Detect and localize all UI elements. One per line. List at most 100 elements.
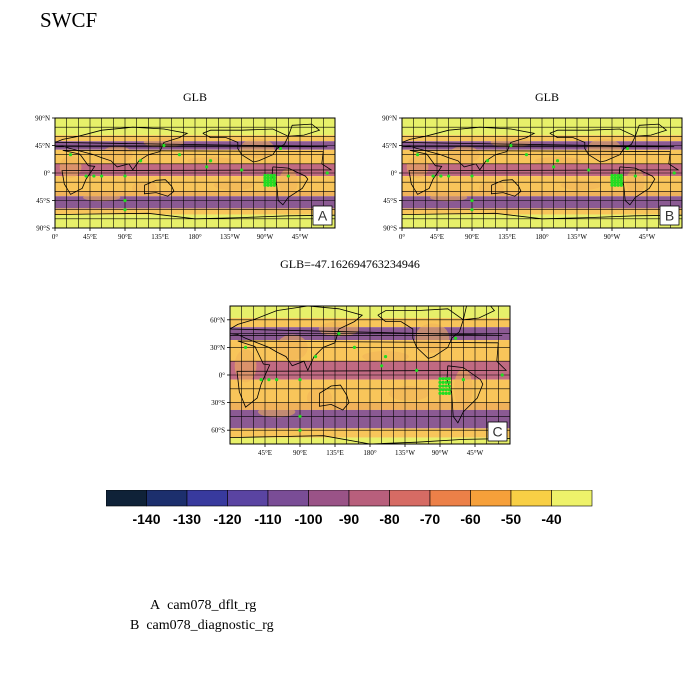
significance-dot [272, 181, 276, 185]
significance-dot [619, 181, 623, 185]
colorbar-swatch [267, 490, 309, 507]
significance-dot [123, 198, 127, 203]
significance-dot [587, 168, 591, 172]
panel-a-map: 90°N45°N0°45°S90°S0° 45°E 90°E 135°E 180° 135… [35, 115, 336, 241]
significance-dot [613, 181, 617, 185]
significance-dot [610, 178, 614, 182]
significance-dot [438, 377, 442, 381]
lat-tick-label: 45°N [382, 142, 397, 150]
significance-dot [610, 176, 614, 180]
lon-tick-label: 90°W [257, 233, 274, 241]
significance-dot [633, 174, 637, 178]
field-patch [234, 349, 257, 383]
lat-tick-label: 90°N [382, 115, 397, 123]
significance-dot [269, 183, 273, 187]
field-patch [240, 138, 275, 159]
significance-dot [272, 178, 276, 182]
lon-tick-label: 90°E [465, 233, 479, 241]
coastline [61, 150, 333, 195]
lat-tick-label: 0° [219, 372, 226, 380]
significance-dot [68, 153, 73, 157]
significance-dot [552, 165, 556, 169]
colorbar-label: -90 [339, 511, 359, 527]
colorbar-label: -70 [420, 511, 440, 527]
significance-dot [439, 174, 443, 178]
significance-dot [447, 391, 451, 395]
field-patch [388, 386, 430, 401]
significance-dot [266, 176, 270, 180]
panel-a-title: GLB [183, 90, 207, 104]
significance-dot [298, 428, 302, 432]
field-patch [213, 180, 255, 191]
lon-tick-label: 90°W [432, 449, 449, 457]
significance-dot [272, 173, 276, 178]
significance-dot [509, 143, 513, 148]
significance-dot [162, 143, 166, 148]
colorbar-label: -80 [379, 511, 399, 527]
legend-tag: B [130, 618, 140, 633]
lat-tick-label: 30°N [210, 344, 225, 352]
significance-dot [447, 384, 451, 388]
significance-dot [441, 388, 445, 392]
significance-dot [610, 183, 614, 187]
significance-dot [610, 181, 614, 185]
significance-dot [616, 183, 620, 187]
colorbar-swatch [429, 490, 471, 507]
field-patch [59, 155, 82, 178]
lat-tick-label: 30°S [211, 399, 225, 407]
significance-dot [243, 345, 248, 349]
significance-dot [380, 364, 384, 368]
lon-tick-label: 0° [52, 233, 59, 241]
lon-tick-label: 90°E [293, 449, 307, 457]
lon-tick-label: 45°W [292, 233, 309, 241]
significance-dot [263, 181, 267, 185]
significance-dot [447, 380, 451, 384]
significance-dot [616, 173, 620, 178]
lon-tick-label: 45°E [430, 233, 444, 241]
significance-dot [438, 388, 442, 392]
significance-dot [313, 355, 318, 359]
lon-tick-label: 135°E [326, 449, 344, 457]
significance-dot [444, 377, 448, 381]
significance-dot [269, 176, 273, 180]
significance-dot [259, 378, 263, 382]
significance-dot [266, 183, 270, 187]
colorbar-swatch [389, 490, 431, 507]
coastline [462, 306, 496, 321]
significance-dot [269, 178, 273, 182]
lon-tick-label: 180° [535, 233, 549, 241]
lon-tick-label: 135°E [151, 233, 169, 241]
lon-tick-label: 180° [188, 233, 202, 241]
coastline [202, 128, 289, 163]
significance-dot [461, 378, 465, 382]
colorbar-label: -40 [541, 511, 561, 527]
significance-dot [269, 181, 273, 185]
significance-dot [447, 388, 451, 392]
significance-dot [286, 174, 290, 178]
significance-dot [444, 384, 448, 388]
legend-name: cam078_dflt_rg [167, 598, 257, 613]
lat-tick-label: 45°S [36, 197, 50, 205]
lat-tick-label: 60°S [211, 427, 225, 435]
significance-dot [240, 168, 244, 172]
significance-dot [616, 176, 620, 180]
significance-dot [272, 176, 276, 180]
lon-tick-label: 45°W [467, 449, 484, 457]
lon-tick-label: 135°W [567, 233, 587, 241]
significance-dot [266, 178, 270, 182]
significance-dot [266, 181, 270, 185]
coastline [408, 150, 680, 195]
colorbar-swatch [510, 490, 552, 507]
significance-dot [613, 176, 617, 180]
lon-tick-label: 45°E [83, 233, 97, 241]
coastline [230, 306, 503, 372]
significance-dot [470, 198, 474, 203]
significance-dot [470, 208, 474, 212]
significance-dot [441, 377, 445, 381]
lat-tick-label: 90°S [383, 225, 397, 233]
colorbar-label: -140 [132, 511, 160, 527]
significance-dot [278, 146, 283, 151]
lon-tick-label: 90°E [118, 233, 132, 241]
significance-dot [672, 171, 676, 175]
colorbar-label: -50 [501, 511, 521, 527]
